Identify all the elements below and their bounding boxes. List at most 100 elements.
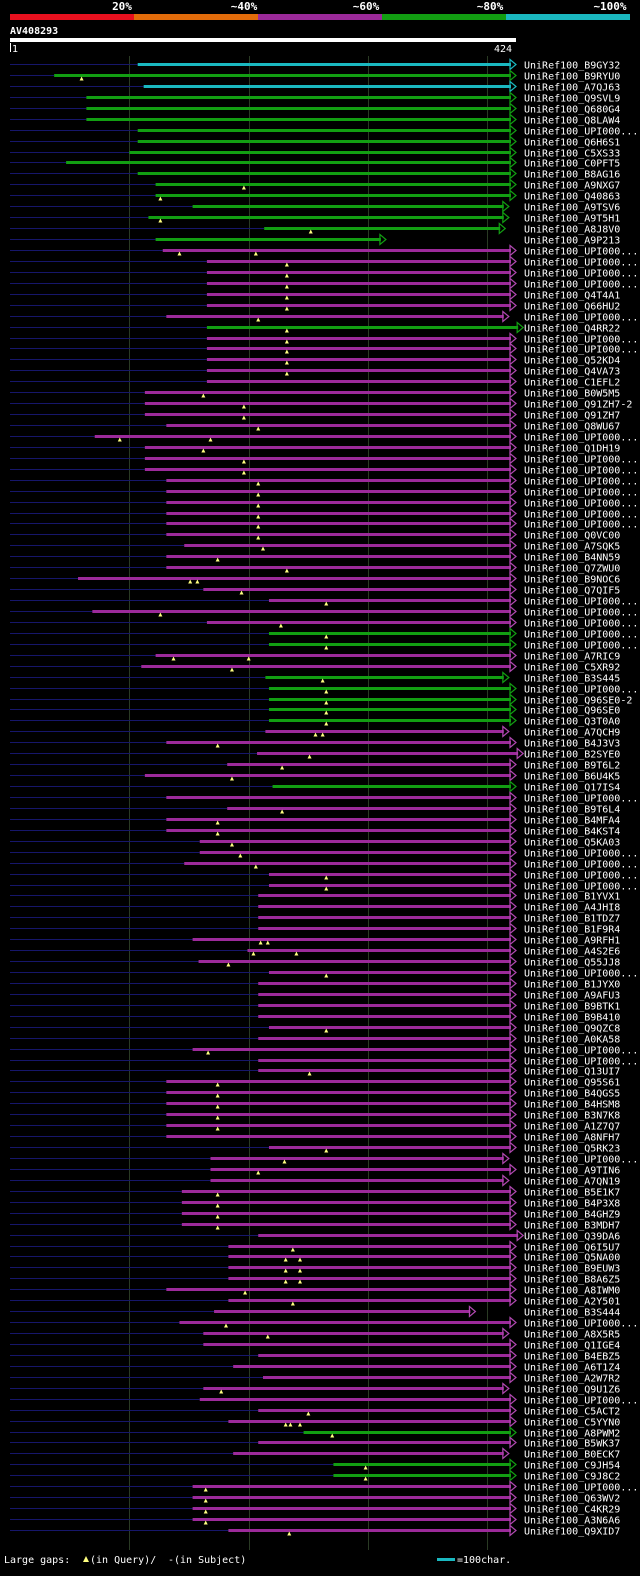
hit-label[interactable]: UniRef100_Q55JJ8	[524, 958, 620, 969]
hit-label[interactable]: UniRef100_B9B410	[524, 1013, 620, 1024]
hit-label[interactable]: UniRef100_Q63WV2	[524, 1494, 620, 1505]
hit-label[interactable]: UniRef100_UPI000...	[524, 871, 638, 882]
hit-label[interactable]: UniRef100_UPI000...	[524, 860, 638, 871]
hit-row[interactable]: UniRef100_Q55JJ8	[10, 955, 620, 969]
hit-row[interactable]: UniRef100_Q39DA6	[10, 1229, 620, 1243]
hit-label[interactable]: UniRef100_A4S2E6	[524, 947, 620, 958]
hit-label[interactable]: UniRef100_B8A6Z5	[524, 1275, 620, 1286]
hit-label[interactable]: UniRef100_A8NFH7	[524, 1133, 620, 1144]
hit-label[interactable]: UniRef100_A9RFH1	[524, 936, 620, 947]
hit-row[interactable]: UniRef100_Q40863	[10, 189, 620, 203]
hit-label[interactable]: UniRef100_Q9XID7	[524, 1527, 620, 1538]
hit-label[interactable]: UniRef100_UPI000...	[524, 247, 638, 258]
hit-label[interactable]: UniRef100_Q91ZH7	[524, 411, 620, 422]
hit-row[interactable]: UniRef100_Q4T4A1	[10, 288, 620, 302]
hit-row[interactable]: UniRef100_B5E1K7	[10, 1185, 620, 1199]
hit-row[interactable]: UniRef100_Q63WV2	[10, 1491, 620, 1505]
hit-row[interactable]: UniRef100_B9B410	[10, 1010, 620, 1024]
hit-row[interactable]: UniRef100_Q9XID7	[10, 1524, 620, 1538]
hit-label[interactable]: UniRef100_B4EBZ5	[524, 1352, 620, 1363]
hit-row[interactable]: UniRef100_Q6I5U7	[10, 1240, 620, 1254]
hit-label[interactable]: UniRef100_UPI000...	[524, 477, 638, 488]
hit-label[interactable]: UniRef100_B3S444	[524, 1308, 620, 1319]
hit-label[interactable]: UniRef100_B8AG16	[524, 170, 620, 181]
hit-label[interactable]: UniRef100_UPI000...	[524, 1046, 638, 1057]
hit-label[interactable]: UniRef100_Q52KD4	[524, 356, 620, 367]
hit-row[interactable]: UniRef100_A7QJ63	[10, 80, 620, 94]
hit-row[interactable]: UniRef100_A8NFH7	[10, 1130, 620, 1144]
hit-row[interactable]: UniRef100_Q96SE0	[10, 703, 620, 717]
hit-label[interactable]: UniRef100_B9T6L2	[524, 761, 620, 772]
hit-label[interactable]: UniRef100_B5E1K7	[524, 1188, 620, 1199]
hit-label[interactable]: UniRef100_C1EFL2	[524, 378, 620, 389]
hit-row[interactable]: UniRef100_A7QN19	[10, 1174, 620, 1188]
hit-label[interactable]: UniRef100_Q4RR22	[524, 324, 620, 335]
hit-row[interactable]: UniRef100_Q680G4	[10, 102, 620, 116]
hit-row[interactable]: UniRef100_C1EFL2	[10, 375, 620, 389]
hit-label[interactable]: UniRef100_UPI000...	[524, 1483, 638, 1494]
hit-row[interactable]: UniRef100_B1JYX0	[10, 977, 620, 991]
hit-row[interactable]: UniRef100_Q0VC00	[10, 528, 620, 542]
hit-row[interactable]: UniRef100_C9J8C2	[10, 1469, 620, 1483]
hit-label[interactable]: UniRef100_A9P213	[524, 236, 620, 247]
hit-label[interactable]: UniRef100_B9BTK1	[524, 1002, 620, 1013]
hit-row[interactable]: UniRef100_UPI000...	[10, 332, 638, 346]
hit-row[interactable]: UniRef100_A9AFU3	[10, 988, 620, 1002]
hit-label[interactable]: UniRef100_Q91ZH7-2	[524, 400, 632, 411]
hit-row[interactable]: UniRef100_B9NOC6	[10, 572, 620, 586]
hit-row[interactable]: UniRef100_A2Y501	[10, 1294, 620, 1308]
hit-label[interactable]: UniRef100_UPI000...	[524, 269, 638, 280]
hit-row[interactable]: UniRef100_A7QCH9	[10, 725, 620, 739]
hit-row[interactable]: UniRef100_B4QGS5	[10, 1086, 620, 1100]
hit-row[interactable]: UniRef100_Q5RK23	[10, 1141, 620, 1155]
hit-label[interactable]: UniRef100_Q13UI7	[524, 1067, 620, 1078]
hit-row[interactable]: UniRef100_B9EUW3	[10, 1261, 620, 1275]
hit-row[interactable]: UniRef100_Q7QIF5	[10, 583, 620, 597]
hit-label[interactable]: UniRef100_UPI000...	[524, 1155, 638, 1166]
hit-label[interactable]: UniRef100_C9J8C2	[524, 1472, 620, 1483]
hit-label[interactable]: UniRef100_UPI000...	[524, 597, 638, 608]
hit-label[interactable]: UniRef100_A8J8V0	[524, 225, 620, 236]
hit-row[interactable]: UniRef100_A9RFH1	[10, 933, 620, 947]
hit-row[interactable]: UniRef100_B9T6L4	[10, 802, 620, 816]
hit-row[interactable]: UniRef100_C4KR29	[10, 1502, 620, 1516]
hit-row[interactable]: UniRef100_UPI000...	[10, 1480, 638, 1494]
hit-label[interactable]: UniRef100_Q39DA6	[524, 1232, 620, 1243]
hit-row[interactable]: UniRef100_UPI000...	[10, 857, 638, 871]
hit-label[interactable]: UniRef100_A2W7R2	[524, 1374, 620, 1385]
hit-row[interactable]: UniRef100_UPI000...	[10, 266, 638, 280]
hit-row[interactable]: UniRef100_Q1DH19	[10, 441, 620, 455]
hit-label[interactable]: UniRef100_Q5NA00	[524, 1253, 620, 1264]
hit-label[interactable]: UniRef100_Q6H6S1	[524, 138, 620, 149]
hit-row[interactable]: UniRef100_UPI000...	[10, 452, 638, 466]
hit-label[interactable]: UniRef100_Q1DH19	[524, 444, 620, 455]
hit-label[interactable]: UniRef100_A9T5H1	[524, 214, 620, 225]
hit-label[interactable]: UniRef100_B1F9R4	[524, 925, 620, 936]
hit-label[interactable]: UniRef100_Q40863	[524, 192, 620, 203]
hit-label[interactable]: UniRef100_UPI000...	[524, 488, 638, 499]
hit-row[interactable]: UniRef100_B0ECK7	[10, 1447, 620, 1461]
hit-label[interactable]: UniRef100_C5XS33	[524, 149, 620, 160]
hit-label[interactable]: UniRef100_B9EUW3	[524, 1264, 620, 1275]
hit-row[interactable]: UniRef100_UPI000...	[10, 1054, 638, 1068]
hit-row[interactable]: UniRef100_Q1IGE4	[10, 1338, 620, 1352]
hit-label[interactable]: UniRef100_B9T6L4	[524, 805, 620, 816]
hit-label[interactable]: UniRef100_UPI000...	[524, 849, 638, 860]
hit-label[interactable]: UniRef100_B9NOC6	[524, 575, 620, 586]
hit-row[interactable]: UniRef100_Q4RR22	[10, 321, 620, 335]
hit-label[interactable]: UniRef100_UPI000...	[524, 969, 638, 980]
hit-row[interactable]: UniRef100_B4J3V3	[10, 736, 620, 750]
hit-label[interactable]: UniRef100_UPI000...	[524, 280, 638, 291]
hit-label[interactable]: UniRef100_A8IWM0	[524, 1286, 620, 1297]
hit-row[interactable]: UniRef100_Q95S61	[10, 1075, 620, 1089]
hit-row[interactable]: UniRef100_B0W5M5	[10, 386, 620, 400]
hit-label[interactable]: UniRef100_UPI000...	[524, 882, 638, 893]
hit-row[interactable]: UniRef100_UPI000...	[10, 966, 638, 980]
hit-row[interactable]: UniRef100_Q91ZH7	[10, 408, 620, 422]
hit-label[interactable]: UniRef100_C9JH54	[524, 1461, 620, 1472]
hit-label[interactable]: UniRef100_B2SYE0	[524, 750, 620, 761]
hit-row[interactable]: UniRef100_A8J8V0	[10, 222, 620, 236]
hit-label[interactable]: UniRef100_Q9QZC8	[524, 1024, 620, 1035]
hit-label[interactable]: UniRef100_UPI000...	[524, 335, 638, 346]
hit-label[interactable]: UniRef100_B1YVX1	[524, 892, 620, 903]
